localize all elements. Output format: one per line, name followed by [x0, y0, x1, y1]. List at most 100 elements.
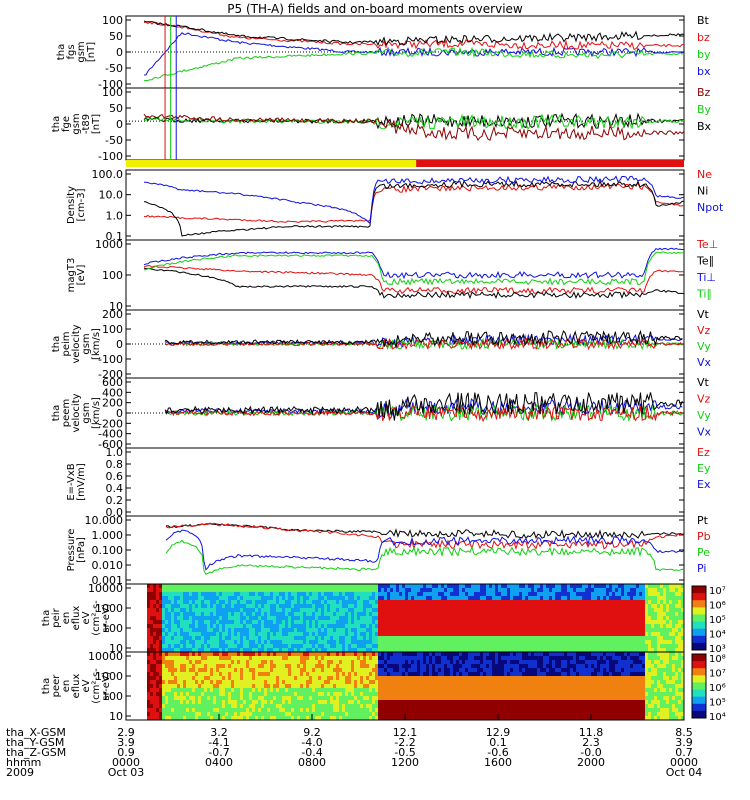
spectrogram-cell: [438, 584, 441, 588]
spectrogram-cell: [222, 660, 225, 664]
spectrogram-cell: [273, 648, 276, 652]
spectrogram-cell: [528, 636, 531, 640]
spectrogram-cell: [297, 656, 300, 660]
spectrogram-cell: [513, 592, 516, 596]
spectrogram-cell: [573, 684, 576, 688]
spectrogram-cell: [363, 652, 366, 656]
spectrogram-cell: [588, 624, 591, 628]
spectrogram-cell: [276, 660, 279, 664]
spectrogram-cell: [300, 616, 303, 620]
spectrogram-cell: [219, 632, 222, 636]
spectrogram-cell: [549, 652, 552, 656]
spectrogram-cell: [603, 608, 606, 612]
spectrogram-cell: [501, 636, 504, 640]
spectrogram-cell: [603, 664, 606, 668]
spectrogram-cell: [237, 644, 240, 648]
spectrogram-cell: [540, 596, 543, 600]
spectrogram-cell: [381, 592, 384, 596]
spectrogram-cell: [423, 676, 426, 680]
spectrogram-cell: [585, 644, 588, 648]
spectrogram-cell: [363, 604, 366, 608]
spectrogram-cell: [648, 644, 651, 648]
spectrogram-cell: [231, 608, 234, 612]
spectrogram-cell: [300, 592, 303, 596]
spectrogram-cell: [315, 600, 318, 604]
spectrogram-cell: [480, 648, 483, 652]
spectrogram-cell: [183, 592, 186, 596]
spectrogram-cell: [201, 676, 204, 680]
spectrogram-cell: [348, 680, 351, 684]
spectrogram-cell: [498, 632, 501, 636]
spectrogram-cell: [330, 636, 333, 640]
spectrogram-cell: [336, 596, 339, 600]
spectrogram-cell: [672, 648, 675, 652]
spectrogram-cell: [351, 628, 354, 632]
spectrogram-cell: [159, 608, 162, 612]
spectrogram-cell: [186, 684, 189, 688]
spectrogram-cell: [279, 656, 282, 660]
spectrogram-cell: [345, 588, 348, 592]
series-Ne: [143, 182, 685, 224]
spectrogram-cell: [468, 608, 471, 612]
spectrogram-cell: [645, 680, 648, 684]
spectrogram-cell: [561, 600, 564, 604]
spectrogram-cell: [174, 620, 177, 624]
spectrogram-cell: [654, 668, 657, 672]
spectrogram-cell: [417, 584, 420, 588]
spectrogram-cell: [525, 672, 528, 676]
spectrogram-cell: [558, 632, 561, 636]
spectrogram-cell: [645, 616, 648, 620]
spectrogram-cell: [660, 652, 663, 656]
spectrogram-cell: [489, 668, 492, 672]
spectrogram-cell: [522, 672, 525, 676]
spectrogram-cell: [348, 624, 351, 628]
spectrogram-cell: [618, 604, 621, 608]
spectrogram-cell: [480, 612, 483, 616]
spectrogram-cell: [204, 676, 207, 680]
spectrogram-cell: [474, 592, 477, 596]
spectrogram-cell: [417, 684, 420, 688]
spectrogram-cell: [198, 628, 201, 632]
spectrogram-cell: [645, 644, 648, 648]
spectrogram-cell: [402, 652, 405, 656]
spectrogram-cell: [225, 592, 228, 596]
spectrogram-cell: [648, 668, 651, 672]
spectrogram-cell: [471, 596, 474, 600]
spectrogram-cell: [633, 672, 636, 676]
spectrogram-cell: [366, 660, 369, 664]
spectrogram-cell: [603, 588, 606, 592]
spectrogram-cell: [321, 648, 324, 652]
spectrogram-cell: [675, 652, 678, 656]
spectrogram-cell: [468, 600, 471, 604]
spectrogram-cell: [432, 608, 435, 612]
spectrogram-cell: [168, 676, 171, 680]
spectrogram-cell: [543, 628, 546, 632]
spectrogram-cell: [552, 684, 555, 688]
spectrogram-cell: [216, 608, 219, 612]
spectrogram-cell: [585, 632, 588, 636]
spectrogram-cell: [195, 600, 198, 604]
spectrogram-cell: [165, 592, 168, 596]
spectrogram-cell: [267, 592, 270, 596]
spectrogram-cell: [456, 588, 459, 592]
spectrogram-cell: [528, 600, 531, 604]
spectrogram-cell: [162, 644, 165, 648]
spectrogram-cell: [177, 600, 180, 604]
spectrogram-cell: [429, 660, 432, 664]
spectrogram-cell: [339, 640, 342, 644]
spectrogram-cell: [423, 624, 426, 628]
spectrogram-cell: [465, 620, 468, 624]
spectrogram-cell: [231, 676, 234, 680]
spectrogram-cell: [213, 608, 216, 612]
spectrogram-cell: [210, 684, 213, 688]
spectrogram-cell: [672, 612, 675, 616]
spectrogram-cell: [555, 624, 558, 628]
spectrogram-cell: [675, 596, 678, 600]
spectrogram-cell: [561, 620, 564, 624]
spectrogram-cell: [150, 604, 153, 608]
spectrogram-cell: [330, 684, 333, 688]
spectrogram-cell: [624, 652, 627, 656]
spectrogram-cell: [354, 612, 357, 616]
spectrogram-cell: [381, 604, 384, 608]
spectrogram-cell: [309, 616, 312, 620]
